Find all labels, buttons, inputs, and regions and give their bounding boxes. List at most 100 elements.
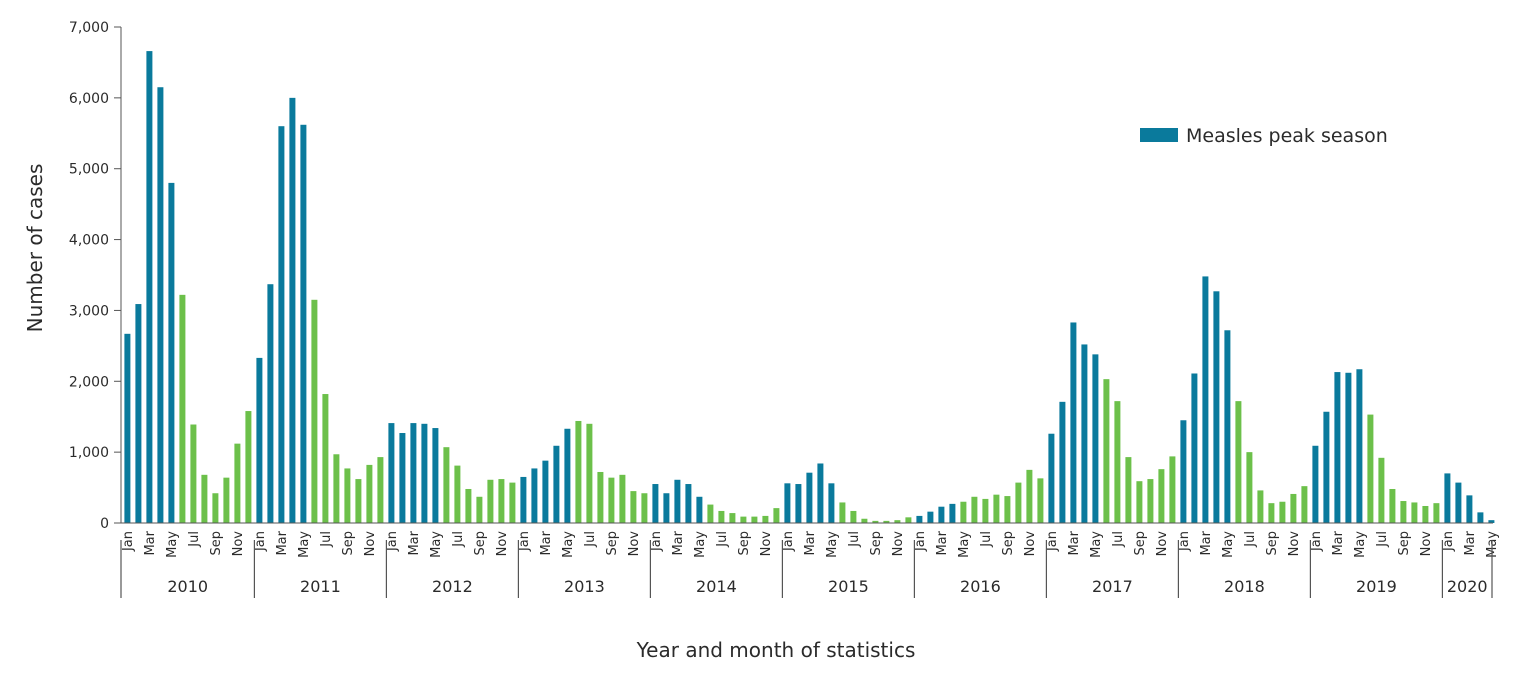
year-label-2017: 2017 — [1092, 577, 1133, 596]
bar-2017-feb — [1059, 401, 1066, 523]
bar-2017-mar — [1070, 322, 1077, 523]
bar-2020-jan — [1444, 473, 1451, 523]
bar-2019-feb — [1323, 411, 1330, 523]
month-tick-label: Nov — [363, 531, 378, 557]
bar-2019-nov — [1422, 505, 1429, 523]
month-tick-label: Jan — [517, 531, 532, 552]
bar-2013-jan — [520, 476, 527, 523]
month-tick-label: Nov — [891, 531, 906, 557]
month-tick-label: May — [957, 531, 972, 558]
month-tick-label: Jan — [385, 531, 400, 552]
bar-2010-mar — [146, 51, 153, 524]
month-tick-label: Nov — [231, 531, 246, 557]
bar-2017-jan — [1048, 433, 1055, 523]
month-tick-label: Jan — [1309, 531, 1324, 552]
bar-2013-may — [564, 428, 571, 523]
bar-2010-sep — [212, 493, 219, 523]
y-tick-label: 4,000 — [69, 233, 109, 249]
bar-2019-mar — [1334, 372, 1341, 523]
bar-2010-jan — [124, 333, 131, 523]
year-label-2019: 2019 — [1356, 577, 1397, 596]
bar-2018-mar — [1202, 276, 1209, 523]
month-tick-label: Mar — [935, 530, 950, 555]
bar-2012-jun — [443, 447, 450, 523]
month-tick-label: Jul — [715, 531, 730, 548]
month-tick-label: Nov — [1419, 531, 1434, 557]
bar-2019-jun — [1367, 414, 1374, 523]
bar-2019-may — [1356, 369, 1363, 523]
year-label-2016: 2016 — [960, 577, 1001, 596]
bar-2020-mar — [1466, 495, 1473, 523]
y-tick-label: 3,000 — [69, 303, 109, 319]
bar-2020-may — [1488, 520, 1495, 523]
bar-2016-apr — [949, 503, 956, 523]
y-tick-label: 2,000 — [69, 374, 109, 390]
bar-2017-may — [1092, 354, 1099, 523]
bar-2012-jan — [388, 423, 395, 523]
bar-2012-apr — [421, 423, 428, 523]
month-tick-label: May — [1089, 531, 1104, 558]
year-label-2010: 2010 — [167, 577, 208, 596]
month-tick-label: May — [825, 531, 840, 558]
month-tick-label: May — [1353, 531, 1368, 558]
bar-2011-sep — [344, 468, 351, 523]
month-tick-label: Jul — [187, 531, 202, 548]
year-label-2018: 2018 — [1224, 577, 1265, 596]
bar-2014-nov — [762, 515, 769, 523]
bar-2010-may — [168, 182, 175, 523]
month-tick-label: Nov — [495, 531, 510, 557]
bar-2014-jul — [718, 510, 725, 523]
month-tick-label: Sep — [1133, 531, 1148, 556]
bar-2018-jun — [1235, 401, 1242, 523]
legend-label: Measles peak season — [1186, 125, 1388, 147]
month-tick-label: Nov — [1155, 531, 1170, 557]
month-tick-label: Sep — [605, 531, 620, 556]
month-tick-label: Sep — [1265, 531, 1280, 556]
year-label-2020: 2020 — [1447, 577, 1488, 596]
month-tick-label: Jul — [979, 531, 994, 548]
bar-2011-may — [300, 124, 307, 523]
bar-2015-feb — [795, 484, 802, 523]
bar-2014-jun — [707, 504, 714, 523]
bar-2013-dec — [641, 493, 648, 523]
bar-2016-jun — [971, 496, 978, 523]
month-tick-label: Nov — [627, 531, 642, 557]
bar-2018-jul — [1246, 452, 1253, 523]
bar-2017-jul — [1114, 401, 1121, 523]
bar-2017-dec — [1169, 456, 1176, 523]
bar-2010-oct — [223, 477, 230, 523]
bar-2011-jan — [256, 357, 263, 523]
bar-2014-may — [696, 496, 703, 523]
month-tick-label: May — [165, 531, 180, 558]
month-tick-label: Mar — [275, 530, 290, 555]
month-tick-label: May — [297, 531, 312, 558]
bar-2012-may — [432, 428, 439, 523]
bar-2018-aug — [1257, 490, 1264, 523]
bar-2010-dec — [245, 411, 252, 523]
bar-2016-dec — [1037, 478, 1044, 523]
bar-2013-jun — [575, 420, 582, 523]
month-tick-label: Jan — [1177, 531, 1192, 552]
bar-2018-feb — [1191, 373, 1198, 523]
bar-2011-aug — [333, 454, 340, 523]
bar-2015-jan — [784, 483, 791, 523]
legend-swatch — [1140, 128, 1178, 142]
legend: Measles peak season — [1140, 125, 1388, 147]
bar-2017-oct — [1147, 479, 1154, 523]
bar-2012-nov — [498, 479, 505, 523]
bar-2013-mar — [542, 460, 549, 523]
bar-2014-aug — [729, 513, 736, 523]
bar-2012-jul — [454, 465, 461, 523]
bar-2019-jan — [1312, 445, 1319, 523]
bar-2016-aug — [993, 494, 1000, 523]
bar-2015-jul — [850, 510, 857, 523]
x-axis: Jan Mar May Jul Sep Nov 2010 Jan Mar May Jul Sep Nov… — [120, 522, 1500, 598]
bar-2013-apr — [553, 445, 560, 523]
bar-2016-mar — [938, 506, 945, 523]
bar-2020-apr — [1477, 512, 1484, 523]
month-tick-label: Mar — [671, 530, 686, 555]
bar-2017-aug — [1125, 457, 1132, 523]
bar-2011-apr — [289, 97, 296, 524]
bar-2011-mar — [278, 126, 285, 523]
bar-2014-sep — [740, 516, 747, 523]
